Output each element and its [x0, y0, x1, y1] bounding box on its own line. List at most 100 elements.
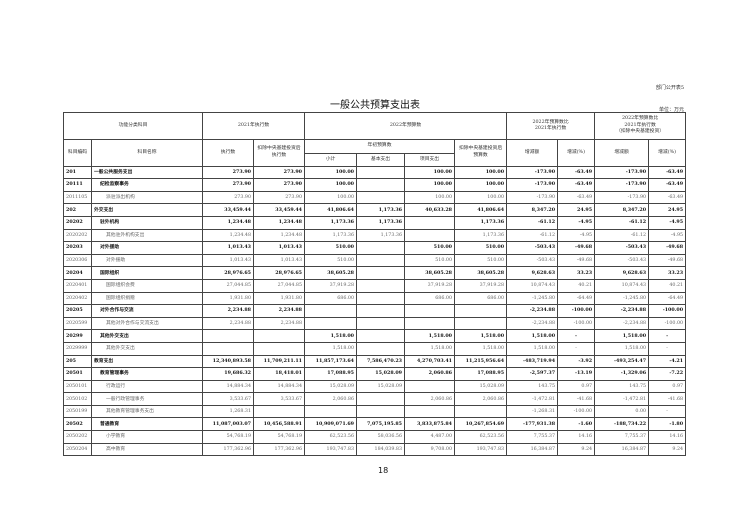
cell-value: 38,605.28 [404, 266, 456, 280]
cell-code: 205 [63, 354, 92, 369]
cell-value: -61.12 [506, 228, 559, 243]
budget-table: 功能分类科目 2021年执行数 2022年预算数 2022年预算数比 2021年… [62, 112, 687, 457]
cell-value: 10,909,071.69 [304, 417, 358, 432]
cell-value: 9,708.00 [404, 442, 456, 457]
cell-value: -100.00 [557, 404, 596, 419]
cell-value: -63.49 [557, 190, 596, 205]
cell-value: 100.00 [304, 190, 358, 205]
page-number: 18 [378, 466, 389, 475]
cell-name: 国际组织捐赠 [90, 291, 204, 306]
cell-value: 7,075,195.85 [356, 417, 406, 432]
cell-value: 1,013.43 [253, 241, 306, 255]
table-row: 2050199 其他教育管理事务支出 1,268.31 -1,268.31 -100.0… [63, 404, 687, 419]
cell-name: 其他外交支出 [90, 341, 204, 356]
cell-value: 8,347.20 [506, 203, 559, 217]
header-budget-2022: 2022年预算数 [304, 112, 508, 140]
cell-value [253, 341, 306, 356]
cell-value: -4.95 [557, 215, 596, 230]
cell-value [304, 404, 358, 419]
cell-value: -1,245.80 [594, 291, 650, 306]
cell-value: 193,747.83 [454, 442, 508, 457]
cell-value: 37,919.28 [454, 278, 508, 293]
cell-value: -2,234.88 [594, 316, 650, 331]
table-row: 20202 驻外机构 1,234.48 1,234.48 1,173.36 1,173.3… [63, 215, 687, 230]
cell-value: 177,362.96 [202, 442, 255, 457]
cell-code: 2050199 [63, 404, 92, 419]
cell-value: -1,472.81 [594, 392, 650, 406]
cell-value: 33,459.44 [253, 203, 306, 217]
cell-value: 62,523.56 [304, 430, 358, 444]
cell-value: -49.68 [557, 241, 596, 255]
cell-code: 2020401 [63, 278, 92, 293]
cell-name: 对外援助 [90, 241, 204, 255]
cell-value: 2,060.86 [304, 392, 358, 406]
cell-code: 20501 [63, 367, 92, 381]
cell-name: 派驻派出机构 [90, 190, 204, 205]
header-budget-excl: 扣除中央基建投资后 预算数 [454, 139, 508, 167]
cell-value [356, 278, 406, 293]
cell-value: 2,060.86 [454, 392, 508, 406]
cell-value: 3,833,875.84 [404, 417, 456, 432]
cell-value: 38,605.28 [304, 266, 358, 280]
cell-value: -4.21 [648, 354, 687, 369]
cell-value: -173.90 [506, 178, 559, 192]
cell-value: 3,533.67 [253, 392, 306, 406]
cell-value: 33,459.44 [202, 203, 255, 217]
cell-value: 54,768.19 [202, 430, 255, 444]
cell-name: 教育管理事务 [90, 367, 204, 381]
header-exec-excl: 扣除中央基建投资后 执行数 [253, 139, 306, 167]
cell-value [404, 228, 456, 243]
cell-value: 510.00 [304, 241, 358, 255]
cell-value: 28,976.65 [253, 266, 306, 280]
cell-value: -2,234.88 [594, 304, 650, 318]
cell-value: 273.90 [202, 190, 255, 205]
cell-value: 1,518.00 [404, 329, 456, 343]
cell-code: 2050101 [63, 379, 92, 394]
cell-value: 1,173.36 [304, 215, 358, 230]
cell-value: 177,362.96 [253, 442, 306, 457]
cell-value: -64.49 [648, 291, 687, 306]
cell-name: 驻外机构 [90, 215, 204, 230]
cell-value: 1,234.48 [253, 228, 306, 243]
cell-value: 273.90 [202, 165, 255, 180]
cell-value: 10,456,588.91 [253, 417, 306, 432]
cell-value: 273.90 [253, 178, 306, 192]
cell-name: 一般行政管理事务 [90, 392, 204, 406]
cell-value: -173.90 [506, 165, 559, 180]
cell-value: 1,234.48 [202, 228, 255, 243]
cell-value: -2,234.88 [506, 304, 559, 318]
table-row: 20205 对外合作与交流 2,234.88 2,234.88 -2,234.88 -10… [63, 304, 687, 318]
cell-value: 14,884.34 [253, 379, 306, 394]
cell-value: 1,013.43 [202, 241, 255, 255]
cell-value: -61.12 [594, 228, 650, 243]
cell-value [356, 404, 406, 419]
cell-value: 4,487.00 [404, 430, 456, 444]
cell-value: 510.00 [404, 241, 456, 255]
cell-value: -177,931.38 [506, 417, 559, 432]
cell-value: 11,709,211.11 [253, 354, 306, 369]
cell-value: 1,931.80 [253, 291, 306, 306]
cell-value: 2,234.88 [253, 304, 306, 318]
cell-value: 40,633.28 [404, 203, 456, 217]
cell-value [356, 178, 406, 192]
cell-value: 15,028.09 [454, 379, 508, 394]
cell-code: 20202 [63, 215, 92, 230]
cell-value: -173.90 [594, 190, 650, 205]
cell-value: 9.24 [648, 442, 687, 457]
cell-value: 2,234.88 [202, 304, 255, 318]
cell-value: 8,347.20 [594, 203, 650, 217]
header-compare-2021-excl: 2022年预算数比 2021年执行数 （扣除中央基建投资） [594, 112, 687, 140]
cell-name: 其他驻外机构支出 [90, 228, 204, 243]
cell-code: 20111 [63, 178, 92, 192]
cell-value: -4.95 [648, 215, 687, 230]
cell-value: 7,586,470.23 [356, 354, 406, 369]
cell-code: 2050204 [63, 442, 92, 457]
table-row: 2029999 其他外交支出 1,518.00 1,518.00 1,518.00 1,5… [63, 341, 687, 356]
cell-value: 7,755.37 [506, 430, 559, 444]
header-project: 项目支出 [404, 153, 456, 167]
cell-value: -41.68 [557, 392, 596, 406]
table-row: 2050204 高中教育 177,362.96 177,362.96 193,747.8… [63, 442, 687, 457]
cell-value: 9,628.63 [506, 266, 559, 280]
cell-value: 19,686.32 [202, 367, 255, 381]
header-func-class: 功能分类科目 [62, 112, 204, 140]
